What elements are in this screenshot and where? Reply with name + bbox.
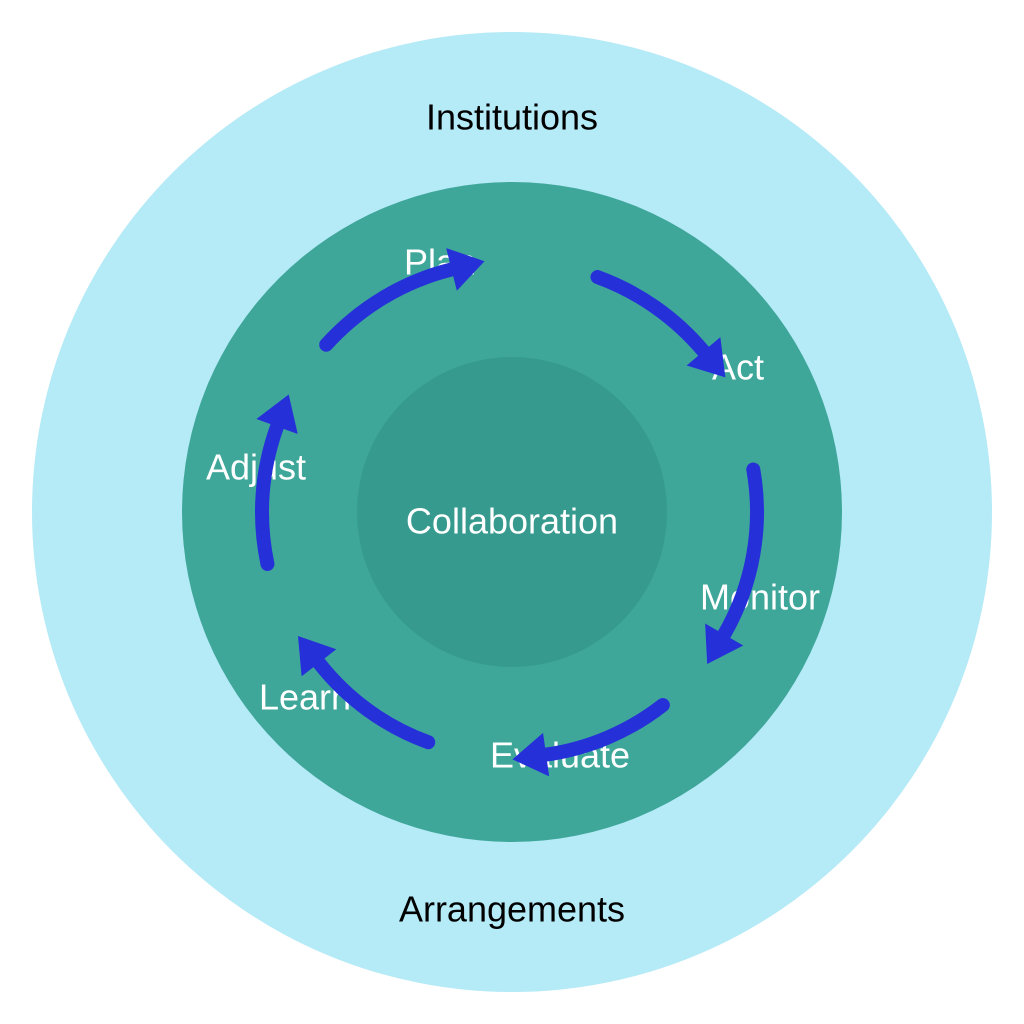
center-label: Collaboration [406,501,618,542]
outer-label-bottom: Arrangements [399,889,625,930]
cycle-label-monitor: Monitor [700,577,820,618]
cycle-label-adjust: Adjust [206,447,306,488]
outer-label-top: Institutions [426,97,598,138]
